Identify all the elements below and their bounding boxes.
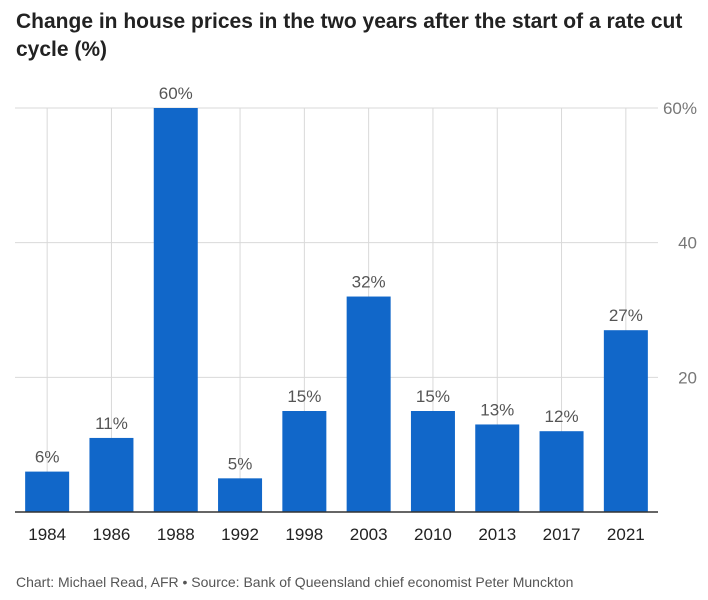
axes: 20 40 60% 1984 1986 1988 1992 1998 2003 2010 2013 2…	[15, 99, 697, 544]
bar-2010	[410, 411, 455, 512]
bar-1984	[25, 471, 70, 512]
x-tick-label: 1986	[93, 525, 131, 544]
data-label: 5%	[228, 454, 253, 473]
bar-chart: 6% 11% 60% 5% 15% 32% 15% 13% 12% 27% 20 40 60% 1984…	[15, 84, 697, 544]
x-tick-label: 1992	[221, 525, 259, 544]
bar-1998	[282, 411, 327, 512]
y-tick-label: 20	[678, 368, 697, 387]
data-label: 15%	[287, 387, 321, 406]
x-tick-label: 2003	[350, 525, 388, 544]
data-label: 6%	[35, 448, 60, 467]
bar-1986	[89, 437, 134, 512]
data-label: 32%	[352, 273, 386, 292]
x-tick-label: 1988	[157, 525, 195, 544]
data-label: 12%	[545, 407, 579, 426]
bar-2003	[346, 296, 391, 512]
data-label: 60%	[159, 84, 193, 103]
data-label: 27%	[609, 306, 643, 325]
data-label: 13%	[480, 400, 514, 419]
data-label: 15%	[416, 387, 450, 406]
x-tick-label: 2010	[414, 525, 452, 544]
bars	[25, 108, 648, 512]
x-tick-label: 1998	[285, 525, 323, 544]
y-tick-label: 40	[678, 234, 697, 253]
data-label: 11%	[95, 414, 128, 433]
bar-2017	[539, 431, 584, 512]
data-labels: 6% 11% 60% 5% 15% 32% 15% 13% 12% 27%	[35, 84, 643, 473]
chart-source-footer: Chart: Michael Read, AFR • Source: Bank …	[16, 574, 574, 590]
bar-2021	[603, 330, 648, 512]
bar-2013	[475, 424, 520, 512]
bar-1992	[218, 478, 263, 512]
y-tick-label: 60%	[663, 99, 697, 118]
x-tick-label: 1984	[28, 525, 66, 544]
x-tick-label: 2013	[478, 525, 516, 544]
x-tick-label: 2017	[543, 525, 581, 544]
chart-title: Change in house prices in the two years …	[16, 10, 683, 61]
x-tick-label: 2021	[607, 525, 645, 544]
bar-1988	[153, 108, 198, 512]
